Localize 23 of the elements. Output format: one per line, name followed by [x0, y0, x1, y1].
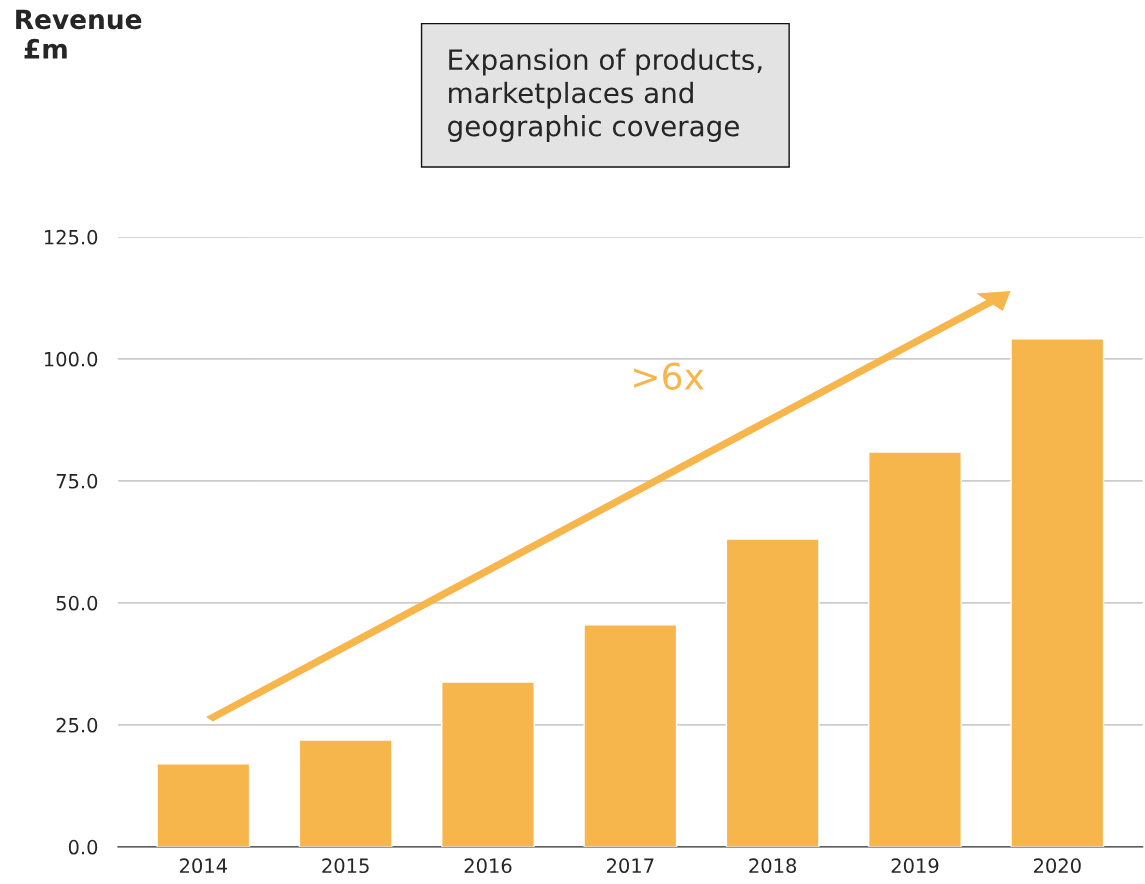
x-tick-label: 2017: [607, 858, 654, 874]
text: Expansion of products, marketplaces and geographic coverage: [448, 48, 762, 142]
annotation: >6x: [634, 362, 704, 390]
bar: [868, 451, 962, 847]
y-tick-label: 50.0: [56, 595, 98, 611]
text: Revenue £m: [16, 9, 142, 59]
y-tick-label: 0.0: [68, 839, 98, 855]
x-tick-label: 2014: [180, 858, 227, 874]
bar: [441, 681, 535, 847]
y-tick-label: 100.0: [44, 351, 98, 367]
x-tick-label: 2016: [464, 858, 512, 874]
x-tick-label: 2015: [322, 858, 369, 874]
y-tick-label: 75.0: [56, 473, 98, 489]
bar: [725, 538, 820, 847]
x-tick-label: 2020: [1033, 858, 1081, 874]
x-tick-label: 2018: [749, 858, 797, 874]
bar: [1010, 338, 1105, 847]
bar: [298, 739, 393, 847]
y-tick-label: 25.0: [56, 717, 98, 733]
y-tick-label: 125.0: [44, 229, 98, 245]
bar: [583, 624, 678, 847]
x-tick-label: 2019: [891, 858, 939, 874]
bar: [156, 763, 251, 847]
